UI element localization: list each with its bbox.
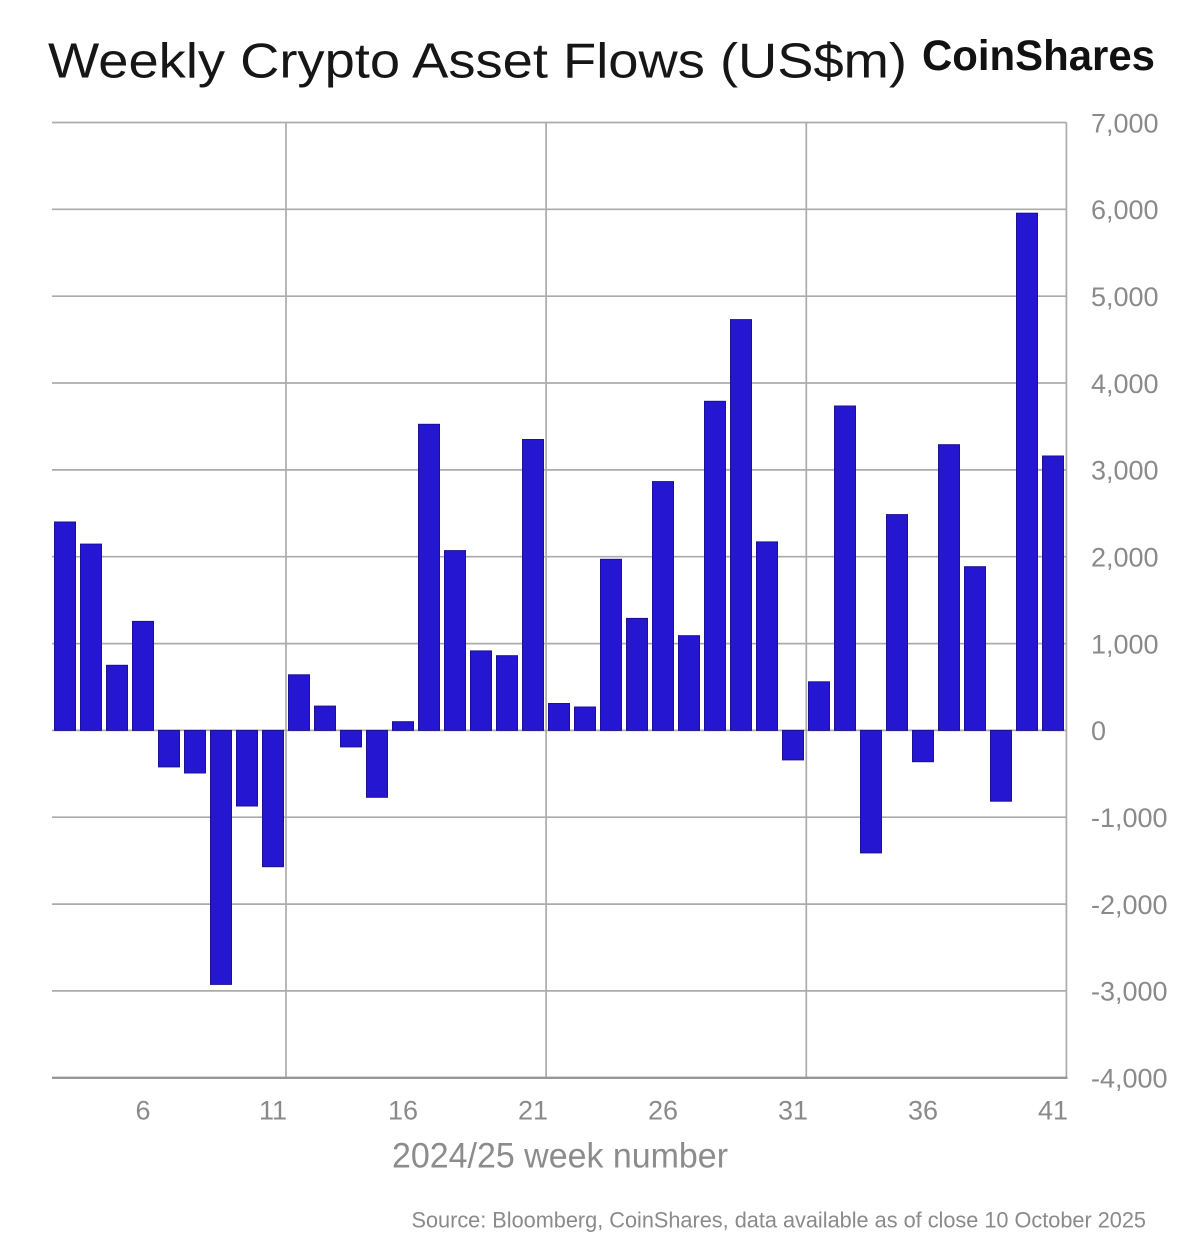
svg-text:Source: Bloomberg, CoinShares,: Source: Bloomberg, CoinShares, data avai… [412, 1208, 1147, 1233]
svg-text:6: 6 [135, 1096, 150, 1126]
svg-text:CoinShares: CoinShares [922, 32, 1155, 80]
svg-text:31: 31 [778, 1096, 808, 1126]
svg-text:1,000: 1,000 [1091, 629, 1159, 659]
svg-text:-4,000: -4,000 [1091, 1064, 1168, 1094]
svg-text:4,000: 4,000 [1091, 369, 1159, 399]
svg-text:2,000: 2,000 [1091, 543, 1159, 573]
svg-text:-3,000: -3,000 [1091, 977, 1168, 1007]
svg-text:36: 36 [908, 1096, 938, 1126]
svg-text:6,000: 6,000 [1091, 195, 1159, 225]
svg-text:5,000: 5,000 [1091, 282, 1159, 312]
svg-text:26: 26 [648, 1096, 678, 1126]
svg-text:7,000: 7,000 [1091, 108, 1159, 138]
svg-text:-1,000: -1,000 [1091, 803, 1168, 833]
svg-text:11: 11 [259, 1096, 287, 1126]
svg-text:-2,000: -2,000 [1091, 890, 1168, 920]
svg-text:41: 41 [1038, 1096, 1068, 1126]
svg-text:2024/25 week number: 2024/25 week number [392, 1137, 728, 1176]
svg-text:16: 16 [388, 1096, 418, 1126]
svg-text:3,000: 3,000 [1091, 456, 1159, 486]
svg-text:0: 0 [1091, 716, 1106, 746]
svg-text:Weekly Crypto Asset Flows (US$: Weekly Crypto Asset Flows (US$m) [48, 35, 907, 89]
svg-text:21: 21 [518, 1096, 548, 1126]
